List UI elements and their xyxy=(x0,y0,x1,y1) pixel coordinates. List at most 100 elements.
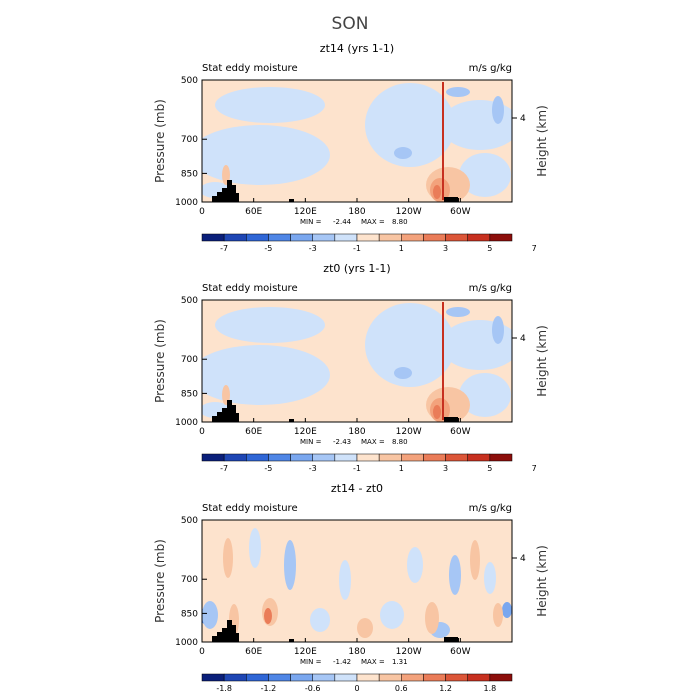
max-value: 1.31 xyxy=(392,658,408,666)
max-label: MAX = xyxy=(361,438,385,446)
colorbar-swatch xyxy=(223,453,247,462)
variable-label: Stat eddy moisture xyxy=(202,503,298,514)
colorbar-label: -3 xyxy=(309,244,317,253)
field-red-core xyxy=(433,405,441,419)
x-tick-label: 60E xyxy=(245,647,262,657)
field-warm-region xyxy=(493,603,503,627)
colorbar-swatch xyxy=(489,673,513,682)
colorbar-label: 3 xyxy=(443,464,448,473)
chart-panel: zt14 - zt0 Stat eddy moisture m/s g/kg 500 7… xyxy=(153,482,549,693)
colorbar-label: -5 xyxy=(264,244,272,253)
colorbar-swatch xyxy=(467,673,491,682)
x-tick-label: 60E xyxy=(245,427,262,437)
field-blue-region xyxy=(440,320,512,370)
colorbar-swatch xyxy=(423,453,446,462)
colorbar-label: -1.2 xyxy=(261,684,277,693)
colorbar-swatch xyxy=(378,453,402,462)
x-tick-label: 60W xyxy=(450,647,470,657)
x-tick-label: 60E xyxy=(245,207,262,217)
figure-title: SON xyxy=(332,14,369,34)
colorbar-swatch xyxy=(290,453,313,462)
contour-field xyxy=(202,82,512,202)
x-tick-label: 0 xyxy=(199,427,205,437)
y-tick-label: 700 xyxy=(181,355,198,365)
colorbar-label: 7 xyxy=(532,464,537,473)
colorbar-swatch xyxy=(246,233,269,242)
colorbar-swatch xyxy=(401,673,424,682)
field-warm-region xyxy=(425,602,439,634)
colorbar-swatch xyxy=(445,233,468,242)
y-axis-label: Pressure (mb) xyxy=(153,99,167,183)
colorbar-swatch xyxy=(201,453,225,462)
height-tick-label: 4 xyxy=(520,334,526,344)
min-label: MIN = xyxy=(300,658,322,666)
field-blue-region xyxy=(202,345,330,405)
y-axis-label-right: Height (km) xyxy=(535,105,549,176)
colorbar-swatch xyxy=(445,673,468,682)
colorbar-swatch xyxy=(223,673,247,682)
x-tick-label: 180 xyxy=(348,207,365,217)
field-warm-region xyxy=(470,540,480,580)
topography xyxy=(212,416,217,422)
colorbar-swatch xyxy=(356,233,380,242)
topography xyxy=(227,620,232,642)
min-label: MIN = xyxy=(300,218,322,226)
min-value: -2.44 xyxy=(333,218,352,226)
contour-field xyxy=(202,302,512,422)
topography xyxy=(289,199,294,202)
y-tick-label: 850 xyxy=(181,169,198,179)
topography xyxy=(217,632,222,642)
y-axis-label-right: Height (km) xyxy=(535,325,549,396)
units-label: m/s g/kg xyxy=(469,503,512,514)
field-blue-region xyxy=(284,540,296,590)
topography xyxy=(231,185,236,202)
field-warm-region xyxy=(223,538,233,578)
topography xyxy=(222,628,227,642)
colorbar-swatch xyxy=(356,673,380,682)
colorbar-swatch xyxy=(489,453,513,462)
colorbar-label: -1.8 xyxy=(216,684,232,693)
colorbar-label: 1 xyxy=(399,464,404,473)
x-tick-label: 120E xyxy=(294,207,317,217)
field-blue-core xyxy=(394,367,412,379)
topography xyxy=(234,413,239,422)
y-axis-label-right: Height (km) xyxy=(535,545,549,616)
panel-title: zt14 (yrs 1-1) xyxy=(320,42,394,55)
colorbar-label: -7 xyxy=(220,244,228,253)
colorbar-label: 5 xyxy=(487,244,492,253)
chart-panel: zt0 (yrs 1-1) Stat eddy moisture m/s g/kg 5… xyxy=(153,262,549,473)
field-blue-core xyxy=(446,307,470,317)
height-tick-label: 4 xyxy=(520,114,526,124)
colorbar-swatch xyxy=(378,673,402,682)
colorbar-swatch xyxy=(378,233,402,242)
x-tick-label: 120E xyxy=(294,647,317,657)
units-label: m/s g/kg xyxy=(469,63,512,74)
topography xyxy=(234,193,239,202)
y-tick-label: 700 xyxy=(181,135,198,145)
field-warm-region xyxy=(264,608,272,624)
topography xyxy=(289,639,294,642)
y-tick-label: 500 xyxy=(181,76,198,86)
field-blue-region xyxy=(407,547,423,583)
field-blue-region xyxy=(440,100,512,150)
colorbar-swatch xyxy=(201,233,225,242)
colorbar-label: -3 xyxy=(309,464,317,473)
field-red-streak xyxy=(442,302,444,420)
colorbar-label: -7 xyxy=(220,464,228,473)
field-blue-core xyxy=(492,316,504,344)
colorbar-label: 5 xyxy=(487,464,492,473)
colorbar-swatch xyxy=(401,233,424,242)
colorbar-label: 0.6 xyxy=(395,684,408,693)
topography xyxy=(212,196,217,202)
height-tick-label: 4 xyxy=(520,554,526,564)
field-blue-region xyxy=(202,601,218,629)
colorbar-swatch xyxy=(356,453,380,462)
topography xyxy=(444,197,458,202)
y-tick-label: 1000 xyxy=(175,418,198,428)
colorbar-swatch xyxy=(268,453,291,462)
min-value: -2.43 xyxy=(333,438,351,446)
x-tick-label: 180 xyxy=(348,427,365,437)
colorbar-swatch xyxy=(312,233,336,242)
field-blue-region xyxy=(380,601,404,629)
colorbar-label: 1.8 xyxy=(483,684,496,693)
